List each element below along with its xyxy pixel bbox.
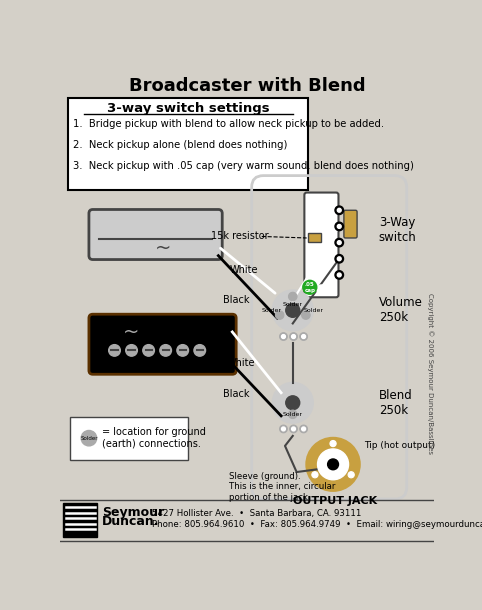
Circle shape — [300, 332, 308, 340]
Text: Phone: 805.964.9610  •  Fax: 805.964.9749  •  Email: wiring@seymourduncan.com: Phone: 805.964.9610 • Fax: 805.964.9749 … — [152, 520, 482, 529]
Text: Volume
250k: Volume 250k — [379, 296, 423, 325]
Text: 1.  Bridge pickup with blend to allow neck pickup to be added.: 1. Bridge pickup with blend to allow nec… — [73, 119, 384, 129]
Circle shape — [317, 196, 326, 205]
FancyBboxPatch shape — [304, 193, 338, 297]
Text: 5427 Hollister Ave.  •  Santa Barbara, CA. 93111: 5427 Hollister Ave. • Santa Barbara, CA.… — [152, 509, 361, 518]
Circle shape — [143, 345, 154, 356]
Circle shape — [318, 449, 348, 479]
Text: Copyright © 2006 Seymour Duncan/Basslines: Copyright © 2006 Seymour Duncan/Bassline… — [427, 293, 433, 454]
Circle shape — [317, 285, 326, 294]
Text: Solder: Solder — [262, 308, 282, 313]
Circle shape — [337, 273, 341, 277]
Circle shape — [335, 206, 344, 215]
Circle shape — [348, 472, 354, 478]
Circle shape — [290, 332, 297, 340]
Circle shape — [328, 459, 338, 470]
Circle shape — [302, 311, 310, 320]
Circle shape — [337, 257, 341, 260]
FancyBboxPatch shape — [68, 98, 308, 190]
Circle shape — [160, 345, 172, 356]
Bar — [63, 503, 97, 537]
FancyBboxPatch shape — [89, 314, 236, 375]
Circle shape — [303, 281, 317, 294]
Circle shape — [286, 303, 300, 317]
Circle shape — [302, 427, 306, 431]
Circle shape — [126, 345, 137, 356]
Text: .05
cap: .05 cap — [304, 282, 315, 293]
Circle shape — [280, 425, 287, 432]
Text: Solder: Solder — [80, 436, 98, 440]
Text: Tip (hot output): Tip (hot output) — [364, 440, 435, 450]
Circle shape — [281, 427, 285, 431]
Text: = location for ground
(earth) connections.: = location for ground (earth) connection… — [102, 428, 206, 449]
Circle shape — [292, 335, 295, 339]
Circle shape — [335, 222, 344, 231]
Circle shape — [81, 431, 97, 446]
Circle shape — [337, 241, 341, 245]
Text: 2.  Neck pickup alone (blend does nothing): 2. Neck pickup alone (blend does nothing… — [73, 140, 287, 150]
Text: 15k resistor: 15k resistor — [212, 231, 269, 242]
Text: Solder: Solder — [283, 412, 303, 417]
FancyBboxPatch shape — [89, 209, 222, 259]
Circle shape — [312, 472, 318, 478]
Text: 3-Way
switch: 3-Way switch — [379, 215, 416, 243]
Circle shape — [281, 335, 285, 339]
Text: 3-way switch settings: 3-way switch settings — [107, 102, 269, 115]
Circle shape — [286, 396, 300, 410]
Circle shape — [289, 410, 297, 418]
Circle shape — [273, 290, 313, 331]
Text: Solder: Solder — [283, 302, 303, 307]
Circle shape — [273, 382, 313, 423]
Circle shape — [330, 440, 336, 447]
Text: Sleeve (ground).
This is the inner, circular
portion of the jack: Sleeve (ground). This is the inner, circ… — [229, 472, 335, 502]
Text: OUTPUT JACK: OUTPUT JACK — [293, 495, 376, 506]
Text: Solder: Solder — [304, 308, 323, 313]
Circle shape — [337, 224, 341, 228]
Circle shape — [194, 345, 205, 356]
Circle shape — [275, 311, 284, 320]
Text: Duncan.: Duncan. — [102, 515, 160, 528]
Text: Seymour: Seymour — [102, 506, 164, 518]
Text: ~: ~ — [155, 239, 172, 257]
Circle shape — [292, 427, 295, 431]
Circle shape — [289, 292, 297, 301]
Text: White: White — [229, 265, 258, 275]
Circle shape — [302, 335, 306, 339]
Circle shape — [335, 239, 344, 247]
Circle shape — [307, 438, 360, 490]
Circle shape — [280, 332, 287, 340]
Text: Black: Black — [223, 389, 250, 398]
Circle shape — [335, 254, 344, 263]
Text: Blend
250k: Blend 250k — [379, 389, 413, 417]
Text: 3.  Neck pickup with .05 cap (very warm sound. blend does nothing): 3. Neck pickup with .05 cap (very warm s… — [73, 160, 414, 171]
Circle shape — [335, 271, 344, 279]
Text: ~: ~ — [123, 323, 140, 342]
FancyBboxPatch shape — [308, 234, 321, 242]
Text: Black: Black — [223, 295, 250, 304]
Text: Broadcaster with Blend: Broadcaster with Blend — [129, 76, 365, 95]
Circle shape — [177, 345, 188, 356]
Circle shape — [290, 425, 297, 432]
Text: White: White — [227, 358, 255, 368]
Circle shape — [337, 209, 341, 212]
Circle shape — [108, 345, 120, 356]
FancyBboxPatch shape — [70, 417, 188, 460]
FancyBboxPatch shape — [344, 210, 357, 238]
Circle shape — [300, 425, 308, 432]
